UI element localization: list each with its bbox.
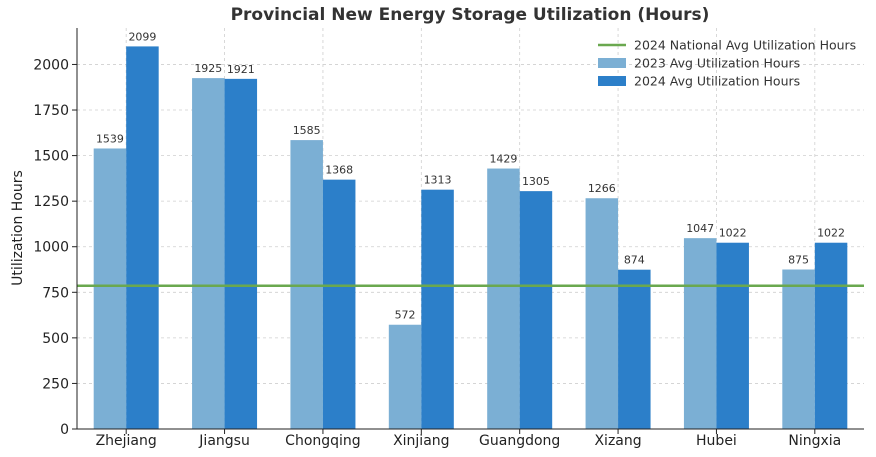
y-tick-label: 1000 bbox=[33, 240, 69, 256]
bar-2023-ningxia bbox=[782, 269, 815, 429]
chart-title: Provincial New Energy Storage Utilizatio… bbox=[231, 5, 710, 25]
y-tick-label: 1250 bbox=[33, 194, 69, 210]
bar-2023-xizang bbox=[585, 198, 619, 429]
bar-2023-jiangsu bbox=[192, 78, 225, 429]
bar-2024-xizang bbox=[618, 269, 651, 429]
x-tick-label: Chongqing bbox=[285, 433, 361, 449]
bar-2024-chongqing bbox=[322, 179, 356, 429]
bar-2023-hubei bbox=[683, 238, 717, 429]
y-tick-label: 1500 bbox=[33, 149, 69, 165]
y-tick-label: 250 bbox=[42, 376, 69, 392]
value-label: 1047 bbox=[686, 222, 714, 235]
x-tick-label: Guangdong bbox=[479, 433, 560, 449]
value-label: 1925 bbox=[194, 62, 222, 75]
legend-swatch-2024 bbox=[598, 76, 626, 86]
bar-2024-hubei bbox=[716, 242, 749, 429]
legend-label: 2024 Avg Utilization Hours bbox=[634, 74, 800, 89]
bar-2024-jiangsu bbox=[224, 78, 258, 429]
value-label: 1368 bbox=[325, 164, 353, 177]
y-tick-label: 500 bbox=[42, 331, 69, 347]
x-tick-label: Jiangsu bbox=[198, 433, 250, 449]
value-label: 572 bbox=[395, 309, 416, 322]
value-label: 1921 bbox=[227, 63, 255, 76]
legend-swatch-2023 bbox=[598, 58, 626, 68]
value-label: 1313 bbox=[424, 174, 452, 187]
y-tick-label: 2000 bbox=[33, 57, 69, 73]
value-label: 874 bbox=[624, 254, 645, 267]
value-label: 1305 bbox=[522, 175, 550, 188]
bar-2023-guangdong bbox=[487, 168, 520, 429]
bar-2023-zhejiang bbox=[93, 148, 127, 429]
value-label: 1585 bbox=[293, 124, 321, 137]
x-tick-label: Zhejiang bbox=[96, 433, 157, 449]
y-tick-label: 0 bbox=[60, 422, 69, 438]
value-label: 1429 bbox=[489, 153, 517, 166]
x-tick-label: Hubei bbox=[696, 433, 737, 449]
value-label: 2099 bbox=[128, 30, 156, 43]
bar-2024-xinjiang bbox=[421, 189, 454, 429]
y-tick-label: 750 bbox=[42, 285, 69, 301]
bar-2024-zhejiang bbox=[126, 46, 159, 429]
labels-layer: 1539 2099 1925 1921 1585 1368 572 1313 1429 1305 1… bbox=[96, 30, 845, 321]
value-label: 1022 bbox=[817, 227, 845, 240]
legend-label: 2024 National Avg Utilization Hours bbox=[634, 38, 856, 53]
value-label: 1539 bbox=[96, 132, 124, 145]
legend-label: 2023 Avg Utilization Hours bbox=[634, 56, 800, 71]
x-tick-label: Ningxia bbox=[788, 433, 841, 449]
x-tick-label: Xizang bbox=[594, 433, 641, 449]
axis-layer: 0 250 500 750 1000 1250 1500 1750 2000 Zhejiang Ji… bbox=[33, 28, 864, 449]
bar-2023-xinjiang bbox=[388, 324, 422, 429]
value-label: 875 bbox=[788, 254, 809, 267]
bar-2024-guangdong bbox=[519, 191, 553, 429]
bar-2024-ningxia bbox=[814, 242, 848, 429]
y-axis-title: Utilization Hours bbox=[10, 170, 26, 286]
value-label: 1266 bbox=[588, 182, 616, 195]
x-tick-label: Xinjiang bbox=[393, 433, 449, 449]
y-tick-label: 1750 bbox=[33, 103, 69, 119]
legend: 2024 National Avg Utilization Hours 2023 … bbox=[598, 38, 856, 89]
value-label: 1022 bbox=[719, 227, 747, 240]
